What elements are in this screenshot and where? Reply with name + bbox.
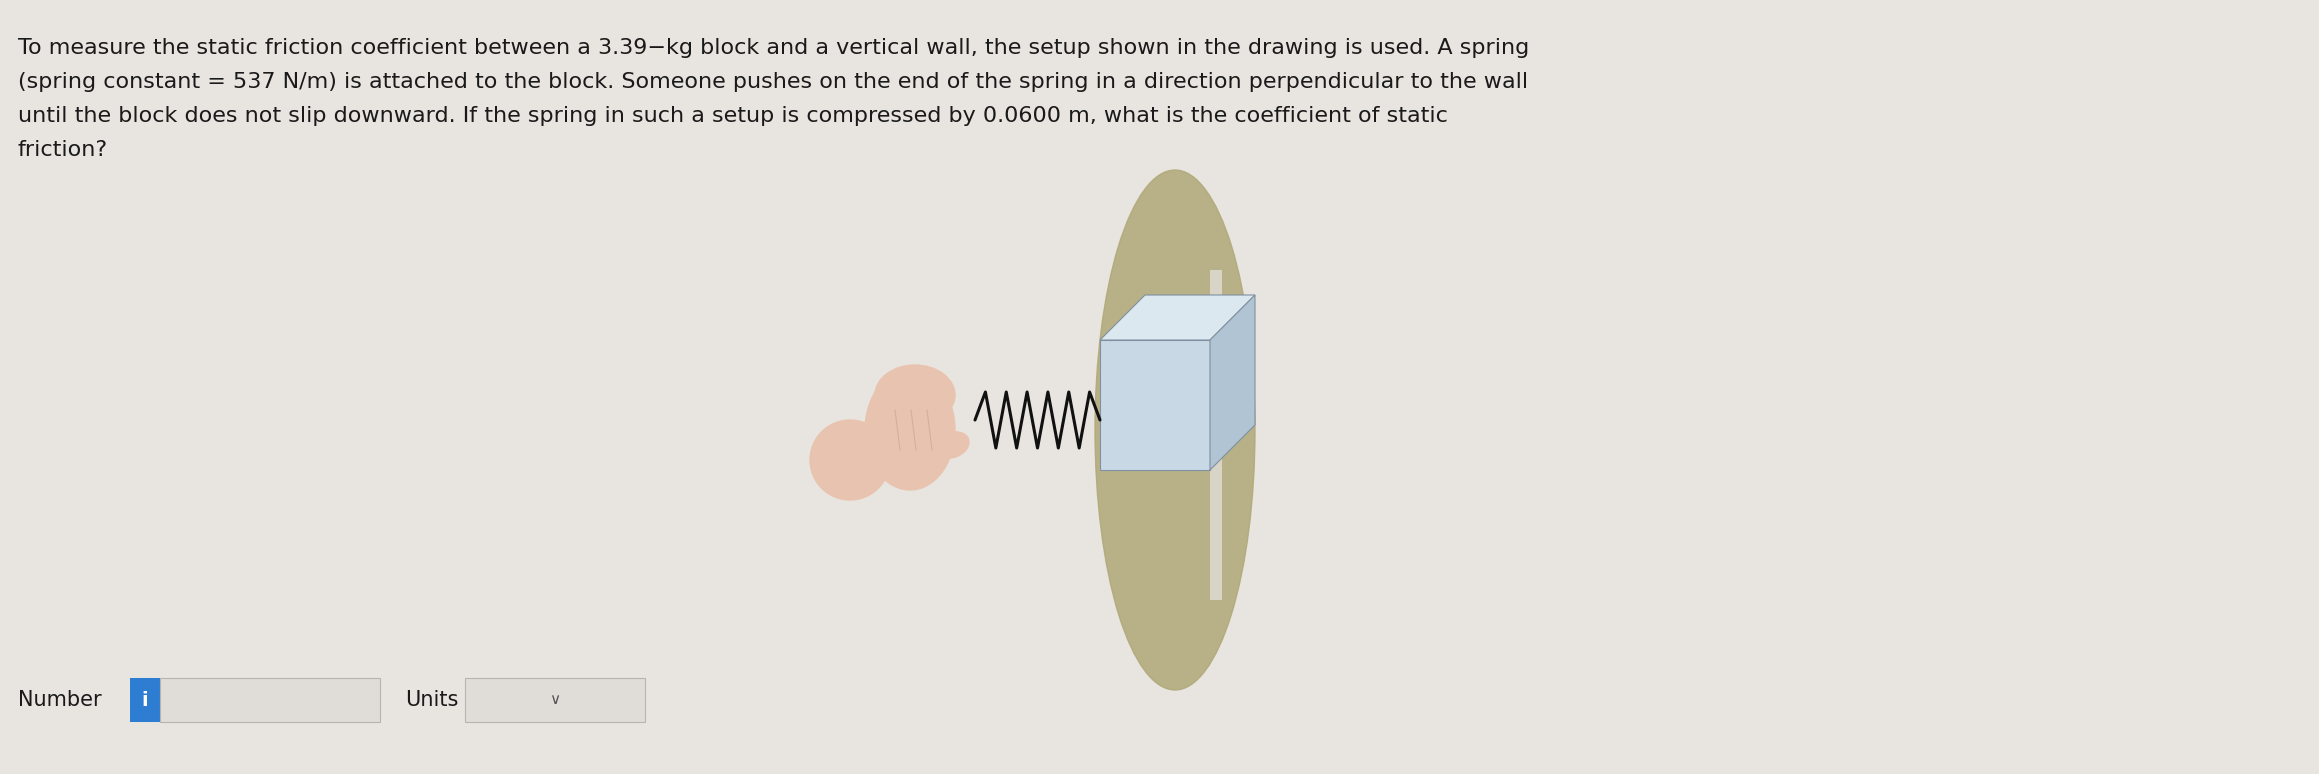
Text: To measure the static friction coefficient between a 3.39−kg block and a vertica: To measure the static friction coefficie… <box>19 38 1528 58</box>
Ellipse shape <box>921 376 939 388</box>
FancyBboxPatch shape <box>466 678 645 722</box>
Ellipse shape <box>902 372 918 384</box>
Ellipse shape <box>935 432 969 458</box>
Ellipse shape <box>809 420 890 500</box>
Text: Units: Units <box>406 690 459 710</box>
Text: friction?: friction? <box>19 140 109 160</box>
Ellipse shape <box>881 376 900 388</box>
Polygon shape <box>1099 295 1255 340</box>
Ellipse shape <box>874 365 955 425</box>
Polygon shape <box>1211 295 1255 470</box>
Ellipse shape <box>1095 170 1255 690</box>
Text: ∨: ∨ <box>550 693 561 707</box>
FancyBboxPatch shape <box>130 678 160 722</box>
Text: until the block does not slip downward. If the spring in such a setup is compres: until the block does not slip downward. … <box>19 106 1447 126</box>
Ellipse shape <box>865 370 955 490</box>
Text: (spring constant = 537 N/m) is attached to the block. Someone pushes on the end : (spring constant = 537 N/m) is attached … <box>19 72 1528 92</box>
Text: i: i <box>141 690 148 710</box>
FancyBboxPatch shape <box>1211 270 1222 600</box>
Text: Number: Number <box>19 690 102 710</box>
FancyBboxPatch shape <box>160 678 380 722</box>
FancyBboxPatch shape <box>1099 340 1211 470</box>
